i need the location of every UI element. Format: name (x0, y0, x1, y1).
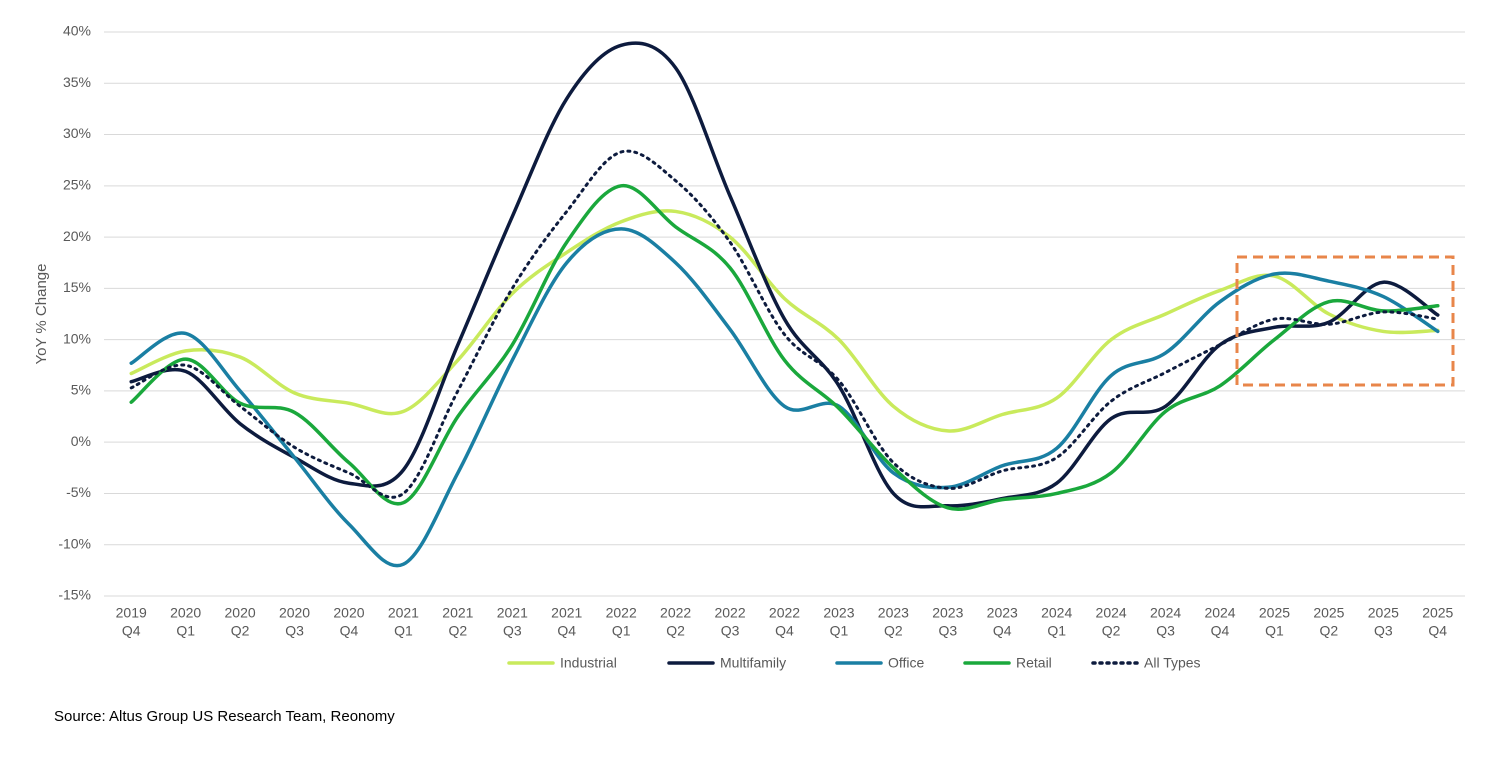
y-axis-label: YoY % Change (33, 264, 50, 365)
legend-label: Industrial (560, 655, 617, 671)
x-tick-label: Q3 (1156, 623, 1175, 639)
x-tick-label: 2022 (606, 605, 637, 621)
x-tick-label: Q3 (503, 623, 522, 639)
x-tick-label: Q2 (449, 623, 468, 639)
x-tick-label: Q2 (1320, 623, 1339, 639)
y-tick-label: 0% (71, 433, 91, 449)
x-tick-label: 2023 (823, 605, 854, 621)
x-tick-label: 2020 (225, 605, 256, 621)
x-tick-label: 2024 (1150, 605, 1181, 621)
x-tick-label: 2024 (1096, 605, 1127, 621)
x-tick-label: 2021 (388, 605, 419, 621)
y-tick-label: -5% (66, 484, 91, 500)
legend-label: Office (888, 655, 925, 671)
y-tick-label: 20% (63, 228, 91, 244)
series-line (129, 184, 1440, 511)
x-tick-label: 2019 (116, 605, 147, 621)
x-tick-label: 2025 (1422, 605, 1453, 621)
series-line (129, 227, 1440, 568)
x-tick-label: Q2 (884, 623, 903, 639)
x-tick-label: 2024 (1204, 605, 1235, 621)
x-tick-label: 2020 (333, 605, 364, 621)
x-tick-label: Q1 (1265, 623, 1284, 639)
x-tick-label: Q1 (1047, 623, 1066, 639)
series-line (129, 209, 1440, 433)
x-tick-label: 2025 (1368, 605, 1399, 621)
legend: Industrial Multifamily Office Retail All Typ… (507, 655, 1201, 671)
x-tick-label: 2021 (442, 605, 473, 621)
x-tick-label: Q4 (557, 623, 576, 639)
legend-label: Retail (1016, 655, 1052, 671)
legend-label: Multifamily (720, 655, 786, 671)
y-tick-label: 15% (63, 279, 91, 295)
x-tick-label: 2020 (170, 605, 201, 621)
y-tick-label: -15% (58, 587, 91, 603)
x-tick-label: Q3 (1374, 623, 1393, 639)
x-tick-label: 2022 (714, 605, 745, 621)
source-note: Source: Altus Group US Research Team, Re… (54, 708, 395, 725)
x-tick-label: 2020 (279, 605, 310, 621)
x-tick-label: 2025 (1313, 605, 1344, 621)
y-tick-label: 35% (63, 74, 91, 90)
x-tick-label: Q4 (1428, 623, 1447, 639)
x-tick-label: Q4 (340, 623, 359, 639)
x-tick-label: Q3 (938, 623, 957, 639)
highlight-box (1235, 255, 1455, 387)
x-tick-label: Q1 (612, 623, 631, 639)
legend-label: All Types (1144, 655, 1201, 671)
lines (129, 41, 1440, 568)
x-tick-label: 2021 (497, 605, 528, 621)
x-tick-label: Q2 (1102, 623, 1121, 639)
y-tick-label: 40% (63, 23, 91, 39)
x-tick-label: 2022 (660, 605, 691, 621)
x-tick-label: Q3 (721, 623, 740, 639)
x-tick-label: Q4 (122, 623, 141, 639)
x-tick-label: 2023 (932, 605, 963, 621)
x-tick-label: Q1 (176, 623, 195, 639)
x-tick-label: Q4 (775, 623, 794, 639)
x-tick-label: Q2 (231, 623, 250, 639)
x-tick-label: 2023 (987, 605, 1018, 621)
y-tick-label: 5% (71, 382, 91, 398)
x-tick-label: 2022 (769, 605, 800, 621)
y-tick-label: -10% (58, 535, 91, 551)
x-tick-label: 2023 (878, 605, 909, 621)
grid: -15% -10% -5% 0% 5% 10% 15% 20% 25% 30% 35% 40% 2019… (58, 23, 1465, 639)
x-tick-label: Q4 (993, 623, 1012, 639)
x-tick-label: Q1 (394, 623, 413, 639)
x-tick-label: Q3 (285, 623, 304, 639)
y-tick-label: 25% (63, 177, 91, 193)
y-tick-label: 10% (63, 330, 91, 346)
x-tick-label: 2024 (1041, 605, 1072, 621)
series-line (129, 41, 1440, 509)
y-tick-label: 30% (63, 125, 91, 141)
x-tick-label: Q4 (1211, 623, 1230, 639)
x-tick-label: Q2 (666, 623, 685, 639)
x-tick-label: Q1 (830, 623, 849, 639)
x-tick-label: 2025 (1259, 605, 1290, 621)
x-tick-label: 2021 (551, 605, 582, 621)
series-line (129, 149, 1440, 499)
